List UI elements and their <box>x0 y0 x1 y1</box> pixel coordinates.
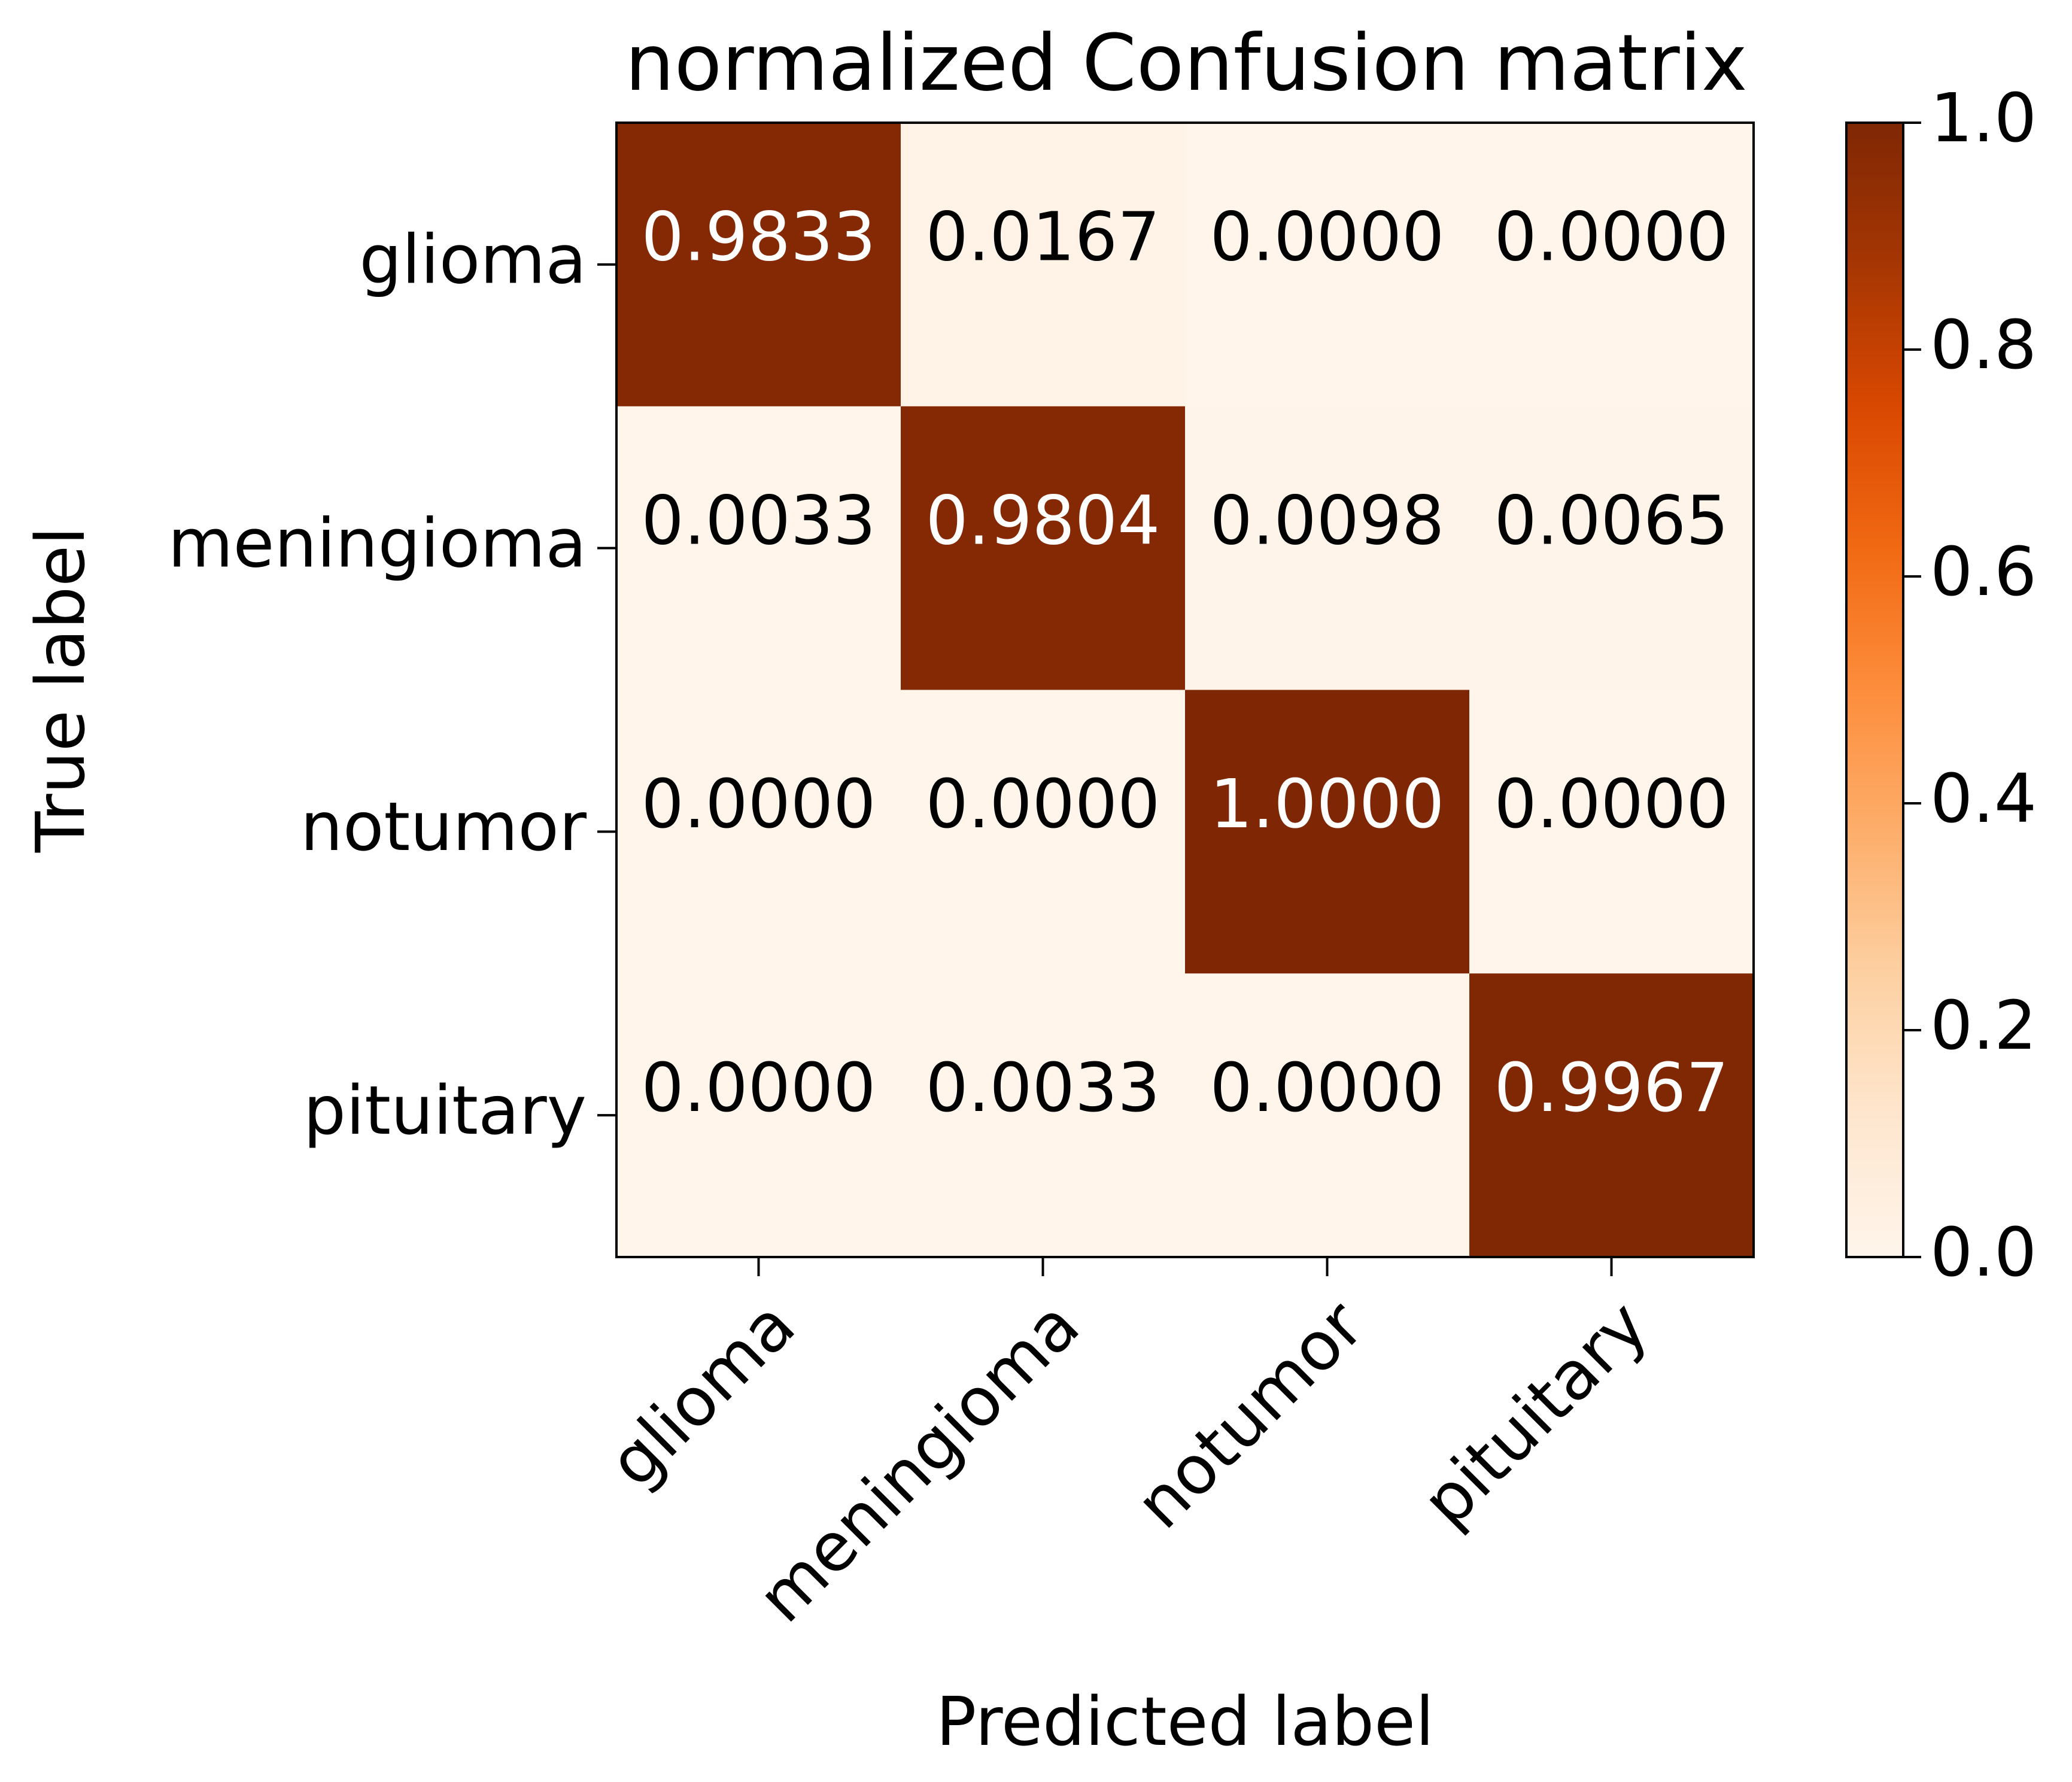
heatmap-cell <box>616 690 901 974</box>
cell-value-label: 0.9804 <box>926 482 1160 560</box>
heatmap-cell <box>1469 690 1754 974</box>
y-tick-label: notumor <box>300 788 587 866</box>
heatmap-cell <box>1185 123 1470 407</box>
y-tick-label: pituitary <box>303 1072 587 1150</box>
y-axis-ticks: glioma meningioma notumor pituitary <box>168 221 616 1150</box>
cell-value-label: 1.0000 <box>1210 766 1445 843</box>
heatmap-cell <box>1185 406 1470 690</box>
colorbar: 0.0 0.2 0.4 0.6 0.8 1.0 <box>1845 80 2037 1292</box>
x-axis-label: Predicted label <box>936 1683 1434 1761</box>
heatmap-cell <box>1469 973 1754 1258</box>
heatmap-cell <box>616 406 901 690</box>
cell-value-label: 0.0098 <box>1210 482 1445 560</box>
colorbar-tick-label: 0.6 <box>1930 533 2037 611</box>
heatmap-cell <box>901 973 1186 1258</box>
heatmap-cell <box>901 690 1186 974</box>
cell-value-label: 0.0000 <box>1494 199 1729 277</box>
colorbar-tick-label: 0.0 <box>1930 1214 2037 1292</box>
cell-value-label: 0.0000 <box>926 766 1160 843</box>
colorbar-tick-label: 0.4 <box>1930 760 2037 838</box>
x-tick-label: pituitary <box>1408 1286 1663 1541</box>
colorbar-tick-label: 0.8 <box>1930 306 2037 384</box>
x-tick-label: glioma <box>594 1286 810 1502</box>
cell-value-label: 0.0000 <box>1210 1049 1445 1127</box>
cell-value-label: 0.0065 <box>1494 482 1729 560</box>
colorbar-tick-label: 0.2 <box>1930 987 2037 1065</box>
heatmap-cell <box>901 123 1186 407</box>
heatmap-cell <box>1469 123 1754 407</box>
colorbar-tick-label: 1.0 <box>1930 80 2037 157</box>
cell-value-label: 0.0000 <box>1210 199 1445 277</box>
y-tick-label: meningioma <box>168 505 587 582</box>
heatmap-cell <box>1185 973 1470 1258</box>
cell-value-label: 0.9967 <box>1494 1049 1729 1127</box>
colorbar-gradient <box>1845 122 1904 1258</box>
heatmap-value-labels: 0.9833 0.0167 0.0000 0.0000 0.0033 0.9804 0.00… <box>642 199 1729 1127</box>
heatmap-cell <box>1469 406 1754 690</box>
cell-value-label: 0.0033 <box>926 1049 1160 1127</box>
heatmap-cell <box>616 123 901 407</box>
heatmap-cell <box>1185 690 1470 974</box>
chart-title: normalized Confusion matrix <box>625 17 1747 108</box>
cell-value-label: 0.0033 <box>642 482 876 560</box>
cell-value-label: 0.0000 <box>642 1049 876 1127</box>
heatmap-cells <box>616 123 1754 1258</box>
heatmap-cell <box>901 406 1186 690</box>
heatmap-cell <box>616 973 901 1258</box>
cell-value-label: 0.0000 <box>642 766 876 843</box>
cell-value-label: 0.9833 <box>642 199 876 277</box>
cell-value-label: 0.0000 <box>1494 766 1729 843</box>
y-tick-label: glioma <box>359 221 587 299</box>
y-axis-label: True label <box>22 527 100 853</box>
cell-value-label: 0.0167 <box>926 199 1160 277</box>
colorbar-ticks: 0.0 0.2 0.4 0.6 0.8 1.0 <box>1903 80 2037 1292</box>
x-tick-label: notumor <box>1121 1286 1379 1544</box>
plot-frame <box>615 122 1755 1258</box>
